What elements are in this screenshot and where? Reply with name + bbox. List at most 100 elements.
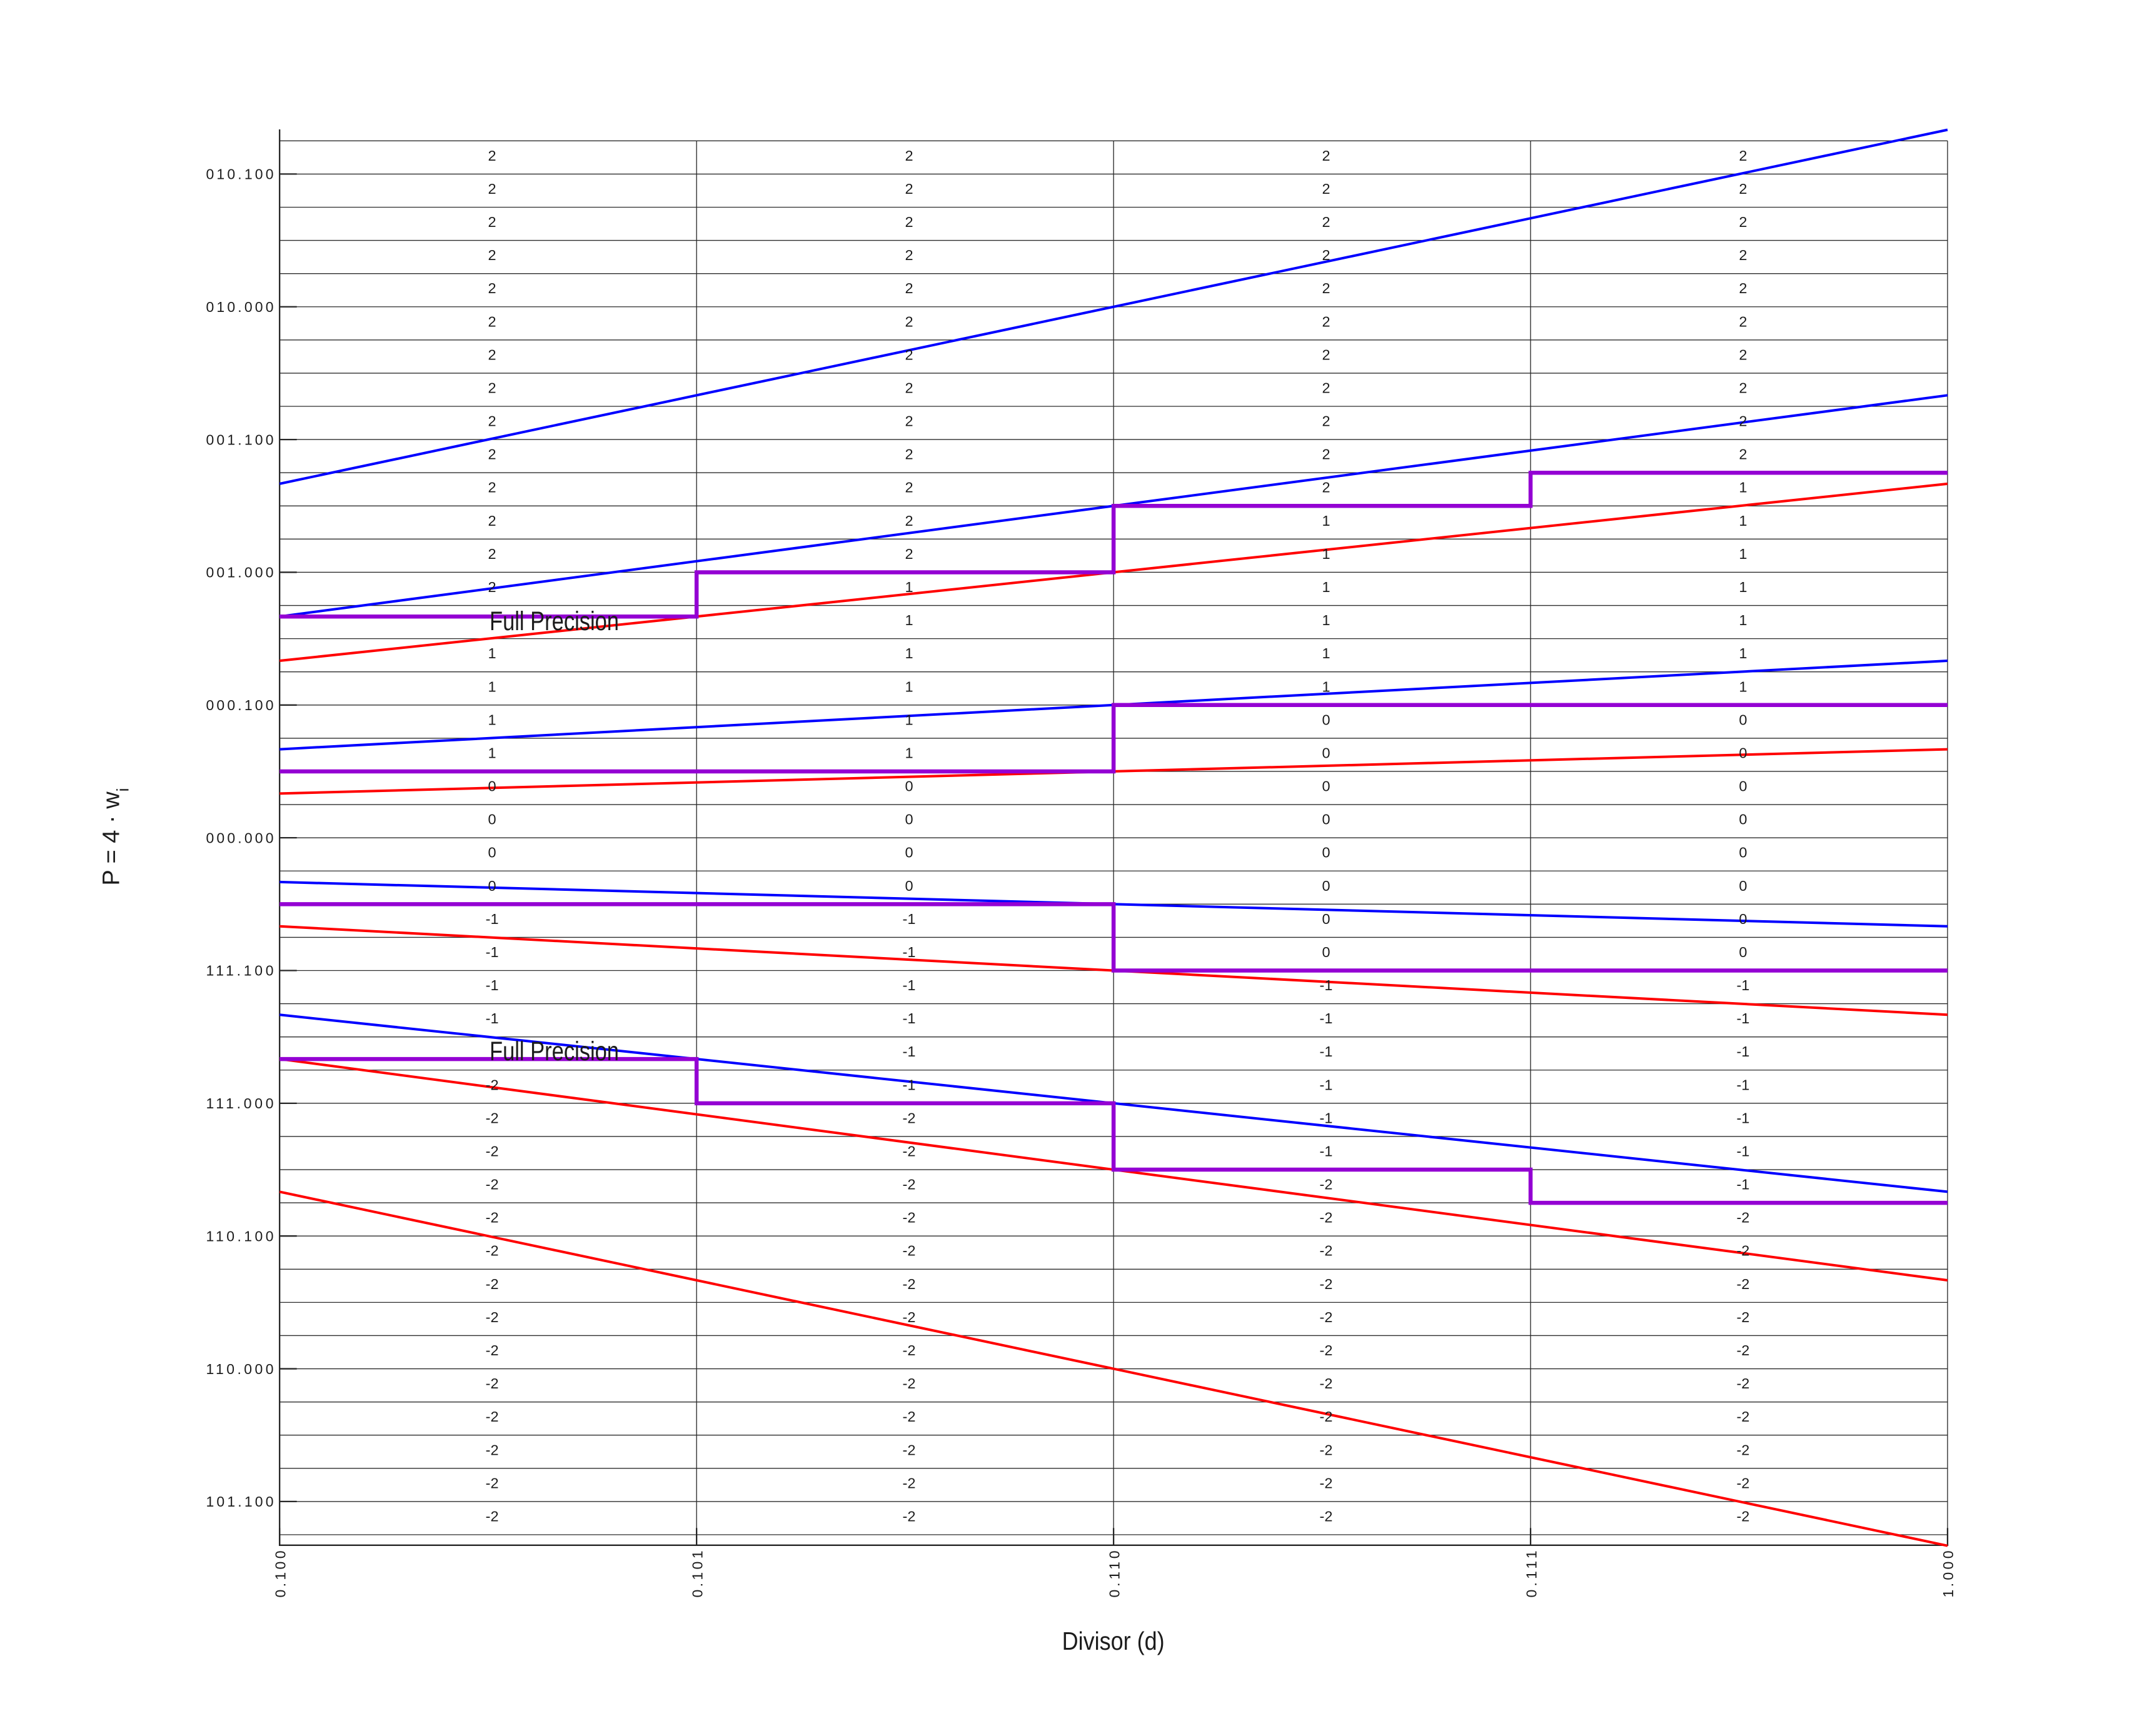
svg-text:2: 2 xyxy=(1739,181,1747,197)
svg-text:-1: -1 xyxy=(903,1043,916,1060)
svg-text:000.000: 000.000 xyxy=(206,830,274,846)
svg-text:-1: -1 xyxy=(1736,977,1749,993)
svg-text:001.000: 001.000 xyxy=(206,564,274,581)
svg-text:-2: -2 xyxy=(1736,1276,1749,1292)
svg-text:-2: -2 xyxy=(1320,1243,1333,1259)
svg-text:2: 2 xyxy=(1322,413,1330,429)
svg-text:-1: -1 xyxy=(486,977,499,993)
svg-text:2: 2 xyxy=(488,479,496,496)
svg-text:-2: -2 xyxy=(486,1076,499,1093)
svg-text:1: 1 xyxy=(1322,546,1330,562)
svg-text:2: 2 xyxy=(1322,214,1330,230)
svg-text:2: 2 xyxy=(1739,247,1747,263)
svg-text:2: 2 xyxy=(488,346,496,363)
svg-text:2: 2 xyxy=(905,413,913,429)
svg-text:0: 0 xyxy=(1739,911,1747,927)
svg-text:-2: -2 xyxy=(1736,1508,1749,1524)
svg-text:-2: -2 xyxy=(903,1143,916,1159)
svg-text:110.100: 110.100 xyxy=(206,1228,274,1244)
svg-text:2: 2 xyxy=(1322,280,1330,296)
svg-text:0: 0 xyxy=(905,778,913,795)
svg-text:-2: -2 xyxy=(1736,1210,1749,1226)
svg-text:2: 2 xyxy=(1739,214,1747,230)
svg-text:010.000: 010.000 xyxy=(206,299,274,315)
svg-text:2: 2 xyxy=(488,379,496,396)
svg-text:0: 0 xyxy=(488,878,496,894)
svg-text:-2: -2 xyxy=(1736,1309,1749,1325)
svg-text:0: 0 xyxy=(1322,711,1330,728)
svg-text:1: 1 xyxy=(905,745,913,761)
svg-text:-2: -2 xyxy=(486,1110,499,1126)
svg-text:0: 0 xyxy=(905,811,913,828)
svg-text:2: 2 xyxy=(905,313,913,329)
svg-text:2: 2 xyxy=(1739,446,1747,463)
svg-text:0: 0 xyxy=(905,878,913,894)
svg-text:-1: -1 xyxy=(486,944,499,960)
svg-text:1: 1 xyxy=(1322,645,1330,661)
svg-text:1.000: 1.000 xyxy=(1940,1551,1956,1598)
svg-text:-1: -1 xyxy=(1736,1043,1749,1060)
svg-text:-2: -2 xyxy=(903,1243,916,1259)
svg-text:0: 0 xyxy=(905,845,913,861)
svg-text:-1: -1 xyxy=(903,1010,916,1026)
svg-text:1: 1 xyxy=(488,711,496,728)
svg-text:0: 0 xyxy=(1739,811,1747,828)
svg-text:-2: -2 xyxy=(903,1110,916,1126)
svg-text:-2: -2 xyxy=(1320,1475,1333,1491)
svg-text:0: 0 xyxy=(1322,878,1330,894)
svg-text:010.100: 010.100 xyxy=(206,166,274,183)
svg-text:-2: -2 xyxy=(1736,1475,1749,1491)
svg-text:-2: -2 xyxy=(903,1508,916,1524)
svg-text:-2: -2 xyxy=(486,1309,499,1325)
svg-text:Divisor (d): Divisor (d) xyxy=(1062,1627,1165,1655)
svg-text:-1: -1 xyxy=(903,977,916,993)
svg-text:2: 2 xyxy=(1322,313,1330,329)
svg-text:-1: -1 xyxy=(1320,1076,1333,1093)
svg-text:0: 0 xyxy=(488,811,496,828)
svg-text:1: 1 xyxy=(1322,612,1330,628)
svg-text:2: 2 xyxy=(905,280,913,296)
svg-text:2: 2 xyxy=(1322,479,1330,496)
svg-text:1: 1 xyxy=(905,612,913,628)
svg-text:2: 2 xyxy=(1322,446,1330,463)
svg-text:0: 0 xyxy=(1322,911,1330,927)
svg-text:-2: -2 xyxy=(903,1177,916,1193)
svg-text:-2: -2 xyxy=(1320,1442,1333,1458)
svg-text:0: 0 xyxy=(1322,811,1330,828)
svg-text:-2: -2 xyxy=(903,1210,916,1226)
svg-text:2: 2 xyxy=(1739,379,1747,396)
svg-text:-2: -2 xyxy=(903,1442,916,1458)
svg-text:-1: -1 xyxy=(1320,1043,1333,1060)
svg-text:1: 1 xyxy=(905,645,913,661)
svg-text:-2: -2 xyxy=(486,1143,499,1159)
svg-text:-2: -2 xyxy=(903,1276,916,1292)
svg-text:2: 2 xyxy=(488,148,496,164)
svg-text:1: 1 xyxy=(1739,678,1747,695)
svg-text:2: 2 xyxy=(1739,313,1747,329)
svg-text:-2: -2 xyxy=(486,1177,499,1193)
svg-text:0.101: 0.101 xyxy=(689,1551,705,1598)
svg-text:-2: -2 xyxy=(1320,1342,1333,1358)
svg-text:2: 2 xyxy=(905,247,913,263)
svg-text:-2: -2 xyxy=(1736,1243,1749,1259)
svg-text:2: 2 xyxy=(1322,346,1330,363)
svg-text:0: 0 xyxy=(1322,944,1330,960)
svg-text:0: 0 xyxy=(488,778,496,795)
svg-text:2: 2 xyxy=(488,247,496,263)
svg-text:0: 0 xyxy=(1739,878,1747,894)
svg-text:-1: -1 xyxy=(903,1076,916,1093)
svg-text:2: 2 xyxy=(1322,379,1330,396)
svg-text:-2: -2 xyxy=(1736,1375,1749,1392)
svg-text:1: 1 xyxy=(1739,513,1747,529)
svg-text:1: 1 xyxy=(905,579,913,595)
svg-text:110.000: 110.000 xyxy=(206,1361,274,1377)
svg-text:-2: -2 xyxy=(1320,1210,1333,1226)
svg-text:1: 1 xyxy=(1322,579,1330,595)
svg-text:-2: -2 xyxy=(903,1375,916,1392)
svg-text:-2: -2 xyxy=(486,1276,499,1292)
svg-text:2: 2 xyxy=(488,214,496,230)
svg-text:2: 2 xyxy=(488,280,496,296)
svg-text:111.100: 111.100 xyxy=(206,963,274,979)
svg-text:1: 1 xyxy=(1739,546,1747,562)
svg-text:-2: -2 xyxy=(1736,1442,1749,1458)
